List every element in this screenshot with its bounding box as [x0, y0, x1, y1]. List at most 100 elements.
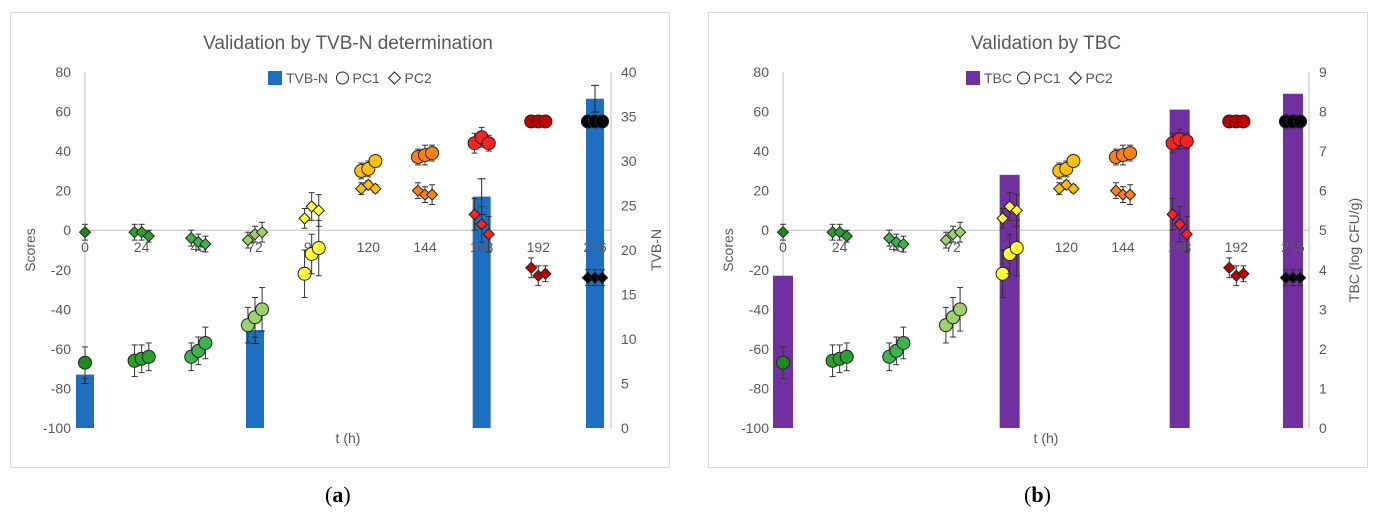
y2-tick-label: 35 [621, 109, 637, 125]
y2-tick-label: 9 [1319, 64, 1327, 80]
chart-panel-a: Validation by TVB-N determination -100 -80… [10, 12, 670, 468]
chart-title: Validation by TVB-N determination [203, 33, 493, 54]
y2-tick-label: 5 [621, 376, 629, 392]
x-axis-label: t (h) [1034, 430, 1059, 446]
bar [999, 174, 1020, 428]
legend-pc2-label: PC2 [405, 70, 432, 86]
pc1-point [538, 114, 553, 129]
legend-bar-label: TBC [984, 70, 1012, 86]
legend-bar-swatch [268, 71, 282, 85]
legend-bar-swatch [966, 71, 980, 85]
y2-tick-label: 25 [621, 198, 637, 214]
bar [472, 196, 491, 428]
pc1-point [1179, 134, 1194, 149]
legend-pc1-label: PC1 [1034, 70, 1061, 86]
y-tick-label: 80 [753, 64, 769, 80]
pc1-point [839, 349, 854, 364]
bar [1169, 109, 1190, 429]
y-tick-label: -60 [51, 341, 71, 357]
y2-tick-label: 8 [1319, 104, 1327, 120]
y2-tick-label: 40 [621, 64, 637, 80]
pc1-point [425, 146, 440, 161]
pc2-point [525, 261, 538, 275]
y2-tick-label: 3 [1319, 301, 1327, 317]
y-tick-label: -20 [51, 262, 71, 278]
pc2-point [840, 229, 853, 243]
x-tick-label: 72 [945, 239, 961, 255]
y-tick-label: -100 [741, 420, 769, 436]
pc2-point [595, 271, 609, 284]
pc2-point [1067, 182, 1080, 195]
pc2-point [1293, 271, 1307, 284]
y-tick-label: -40 [51, 301, 71, 317]
y-tick-label: -80 [749, 380, 769, 396]
y-axis-label: Scores [22, 228, 38, 272]
x-tick-label: 168 [470, 239, 494, 255]
pc1-point [1066, 154, 1081, 168]
pc2-point [1237, 267, 1250, 280]
caption-a: (a) [325, 482, 351, 507]
legend-pc2-label: PC2 [1086, 70, 1113, 86]
x-tick-label: 144 [413, 239, 437, 255]
x-tick-label: 24 [134, 239, 150, 255]
y2-axis-label: TBC (log CFU/g) [1346, 198, 1362, 302]
pc2-point [475, 218, 488, 231]
chart-title: Validation by TBC [971, 33, 1121, 54]
pc1-point [776, 355, 790, 370]
y-tick-label: -20 [749, 262, 769, 278]
x-tick-label: 120 [1055, 239, 1079, 255]
pc2-point [897, 237, 910, 251]
y2-tick-label: 20 [621, 242, 637, 258]
pc1-point [1293, 114, 1308, 129]
x-tick-label: 144 [1111, 239, 1135, 255]
y2-tick-label: 0 [1319, 420, 1327, 436]
legend-pc1-marker [336, 71, 349, 85]
pc2-point [939, 233, 953, 247]
y2-tick-label: 7 [1319, 143, 1327, 159]
x-tick-label: 120 [357, 239, 381, 255]
legend-bar-label: TVB-N [286, 70, 328, 86]
pc2-point [953, 225, 967, 239]
x-tick-label: 192 [1225, 239, 1249, 255]
pc2-point [1166, 208, 1179, 221]
y2-tick-label: 15 [621, 287, 637, 303]
pc1-point [311, 241, 326, 256]
x-tick-label: 0 [779, 239, 787, 255]
y-axis-label: Scores [720, 228, 736, 272]
legend: TVB-N PC1 PC2 [268, 70, 432, 86]
y2-tick-label: 5 [1319, 222, 1327, 238]
pc1-point [255, 302, 270, 317]
legend-pc2-marker [1068, 71, 1083, 85]
pc2-point [78, 225, 92, 239]
pc2-point [468, 208, 481, 221]
y-tick-label: 40 [753, 143, 769, 159]
pc1-point [953, 302, 968, 317]
y-tick-label: -40 [749, 301, 769, 317]
pc1-point [1009, 241, 1024, 256]
pc2-point [255, 225, 269, 239]
x-tick-label: 0 [81, 239, 89, 255]
x-tick-label: 216 [583, 239, 607, 255]
x-tick-label: 72 [247, 239, 263, 255]
bar [586, 98, 604, 428]
y2-tick-label: 2 [1319, 341, 1327, 357]
y2-tick-label: 30 [621, 153, 637, 169]
pc1-point [1123, 146, 1138, 161]
pc2-point [142, 229, 155, 243]
pc2-point [1223, 261, 1236, 275]
y-tick-label: -100 [43, 420, 71, 436]
pc2-point [1180, 227, 1193, 241]
y-tick-label: 0 [63, 222, 71, 238]
bar [246, 330, 264, 428]
chart-panel-b: Validation by TBC -100 -80 -60 -40 -20 0 20 40 60… [708, 12, 1368, 468]
pc2-point [482, 227, 495, 241]
y-tick-label: 60 [753, 104, 769, 120]
pc2-point [369, 182, 382, 195]
y2-axis-label: TVB-N [648, 229, 664, 271]
bar [76, 374, 94, 428]
pc2-point [298, 212, 311, 225]
pc1-point [198, 335, 213, 350]
y2-tick-label: 10 [621, 331, 637, 347]
y-tick-label: 20 [55, 183, 71, 199]
y-tick-label: 20 [753, 183, 769, 199]
